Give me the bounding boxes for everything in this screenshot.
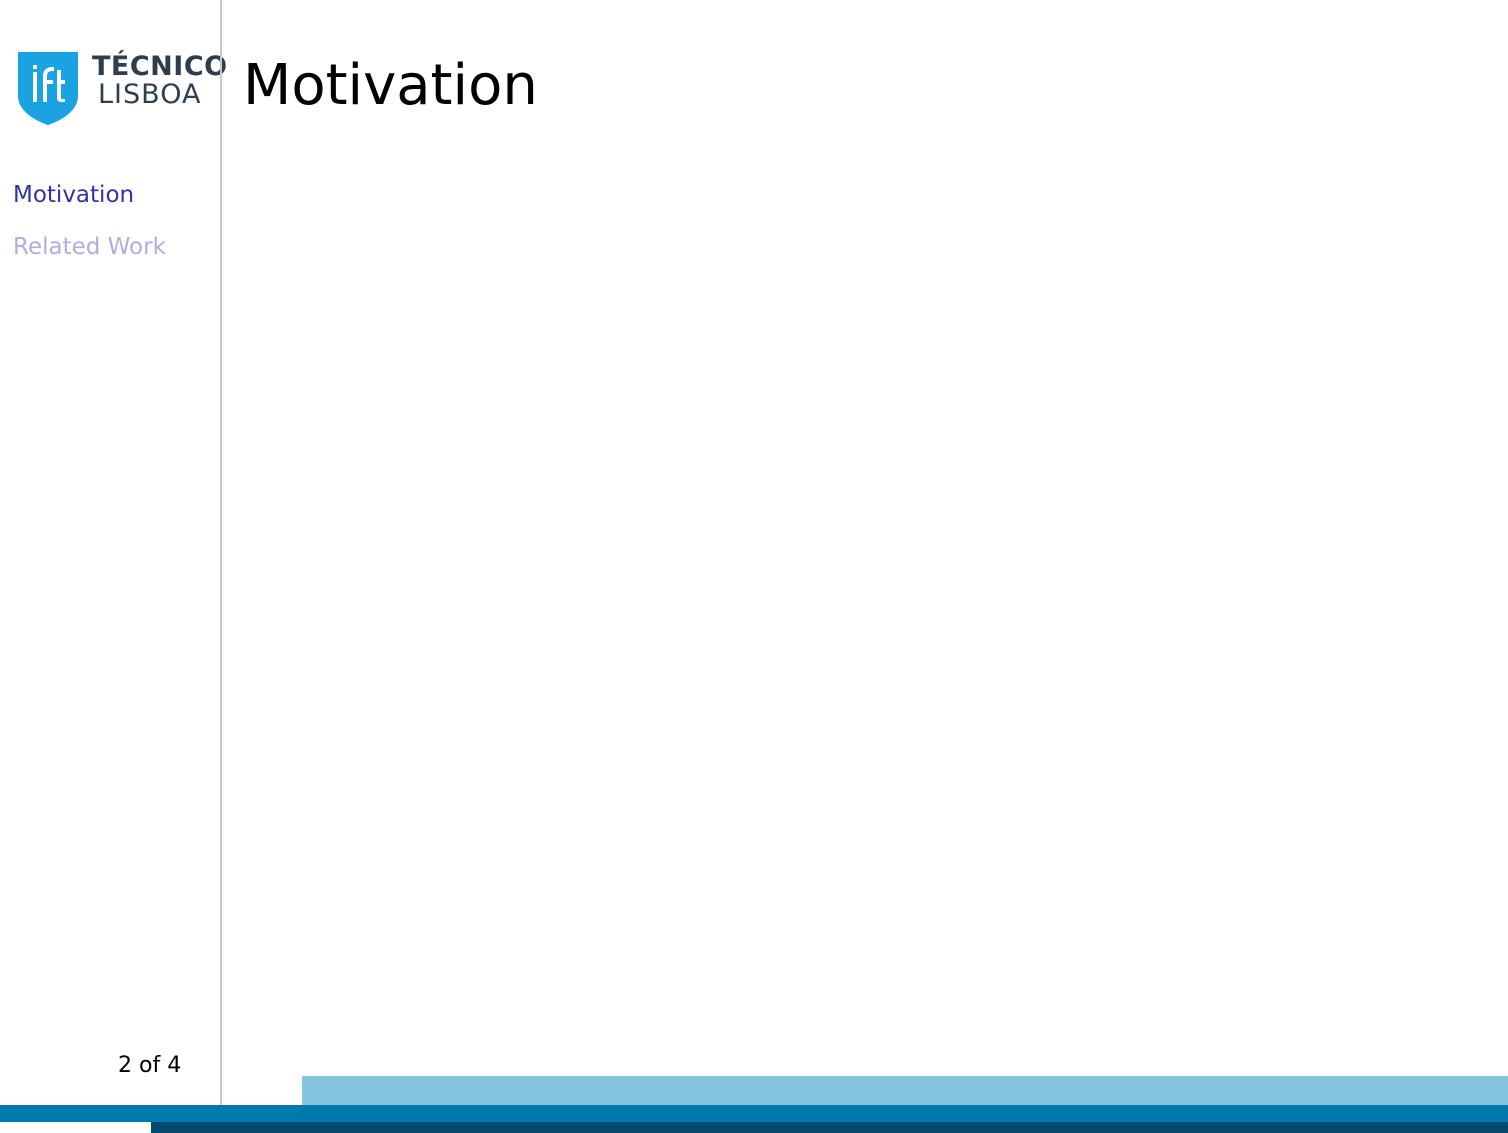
nav-item-related-work[interactable]: Related Work xyxy=(13,234,166,260)
footer-band-mid xyxy=(0,1105,1508,1122)
footer-band-light xyxy=(302,1076,1508,1105)
institution-logo: TÉCNICO LISBOA xyxy=(17,50,227,126)
slide-title: Motivation xyxy=(243,53,538,118)
shield-icon xyxy=(18,52,78,125)
logo-line-lisboa: LISBOA xyxy=(98,79,202,110)
sidebar-divider xyxy=(220,0,222,1106)
logo-wordmark: TÉCNICO LISBOA xyxy=(92,53,228,108)
section-nav: Motivation Related Work xyxy=(13,180,166,284)
nav-item-motivation[interactable]: Motivation xyxy=(13,182,135,208)
footer-band-dark xyxy=(151,1122,1508,1133)
logo-line-tecnico: TÉCNICO xyxy=(92,51,228,82)
page-indicator: 2 of 4 xyxy=(118,1053,182,1078)
sidebar: TÉCNICO LISBOA Motivation Related Work 2… xyxy=(0,0,227,1106)
